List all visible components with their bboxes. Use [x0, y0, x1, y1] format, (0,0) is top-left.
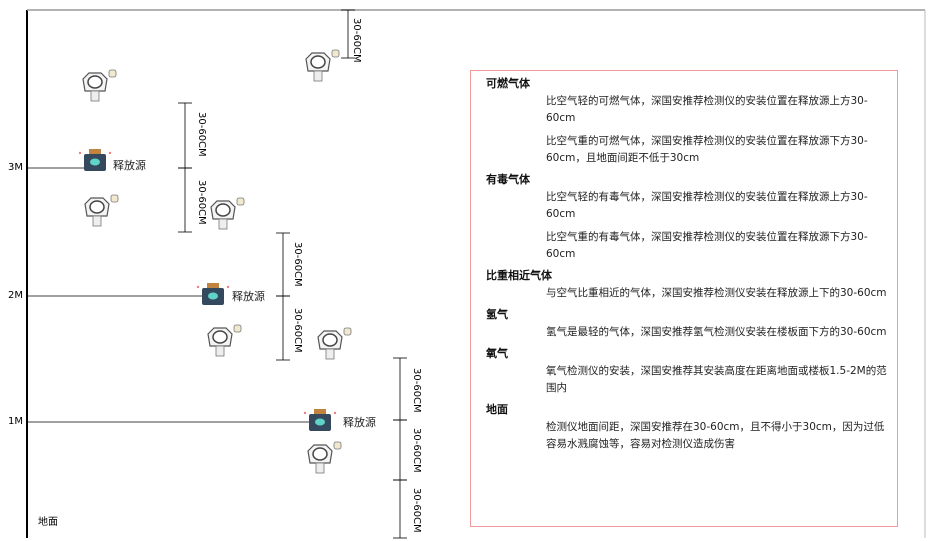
notes-box: 可燃气体 比空气轻的可燃气体，深国安推荐检测仪的安装位置在释放源上方30-60c…: [470, 70, 898, 527]
gas-detector-icon: [307, 441, 342, 474]
release-source-icon: [196, 283, 230, 305]
gas-detector-icon: [210, 197, 245, 230]
source-label: 释放源: [113, 159, 146, 172]
release-source-icon: [303, 409, 337, 431]
release-source-icon: [78, 149, 112, 171]
note-title: 氧气: [486, 347, 508, 360]
note-text: 与空气比重相近的气体，深国安推荐检测仪安装在释放源上下的30-60cm: [546, 287, 887, 299]
note-title: 有毒气体: [486, 173, 530, 186]
gas-detector-icon: [82, 69, 117, 102]
note-text: 比空气轻的可燃气体，深国安推荐检测仪的安装位置在释放源上方30-60cm: [546, 95, 868, 124]
dim-label: 30-60CM: [292, 242, 303, 287]
note-title: 比重相近气体: [486, 269, 552, 282]
note-text: 检测仪地面间距，深国安推荐在30-60cm，且不得小于30cm，因为过低容易水溅…: [546, 421, 885, 450]
dim-label: 30-60CM: [196, 180, 207, 225]
dim-label: 30-60CM: [196, 112, 207, 157]
note-title: 氢气: [486, 308, 508, 321]
note-text: 比空气轻的有毒气体，深国安推荐检测仪的安装位置在释放源上方30-60cm: [546, 191, 868, 220]
dim-label: 30-60CM: [411, 488, 422, 533]
note-title: 地面: [486, 403, 508, 416]
level-1m-label: 1M: [8, 416, 23, 427]
gas-detector-icon: [84, 194, 119, 227]
dim-label: 30-60CM: [411, 368, 422, 413]
gas-detector-icon: [305, 49, 340, 82]
dim-label: 30-60CM: [292, 308, 303, 353]
note-title: 可燃气体: [486, 77, 530, 90]
note-text: 氢气是最轻的气体，深国安推荐氢气检测仪安装在楼板面下方的30-60cm: [546, 326, 887, 338]
gas-detector-icon: [207, 324, 242, 357]
note-text: 氧气检测仪的安装，深国安推荐其安装高度在距离地面或楼板1.5-2M的范围内: [546, 365, 887, 394]
dim-label: 30-60CM: [411, 428, 422, 473]
level-2m-label: 2M: [8, 290, 23, 301]
ground-label: 地面: [38, 517, 58, 528]
source-label: 释放源: [232, 290, 265, 303]
gas-detector-icon: [317, 327, 352, 360]
level-3m-label: 3M: [8, 162, 23, 173]
note-text: 比空气重的有毒气体，深国安推荐检测仪的安装位置在释放源下方30-60cm: [546, 231, 868, 260]
dim-label: 30-60CM: [351, 18, 362, 63]
source-label: 释放源: [343, 416, 376, 429]
note-text: 比空气重的可燃气体，深国安推荐检测仪的安装位置在释放源下方30-60cm，且地面…: [546, 135, 868, 164]
